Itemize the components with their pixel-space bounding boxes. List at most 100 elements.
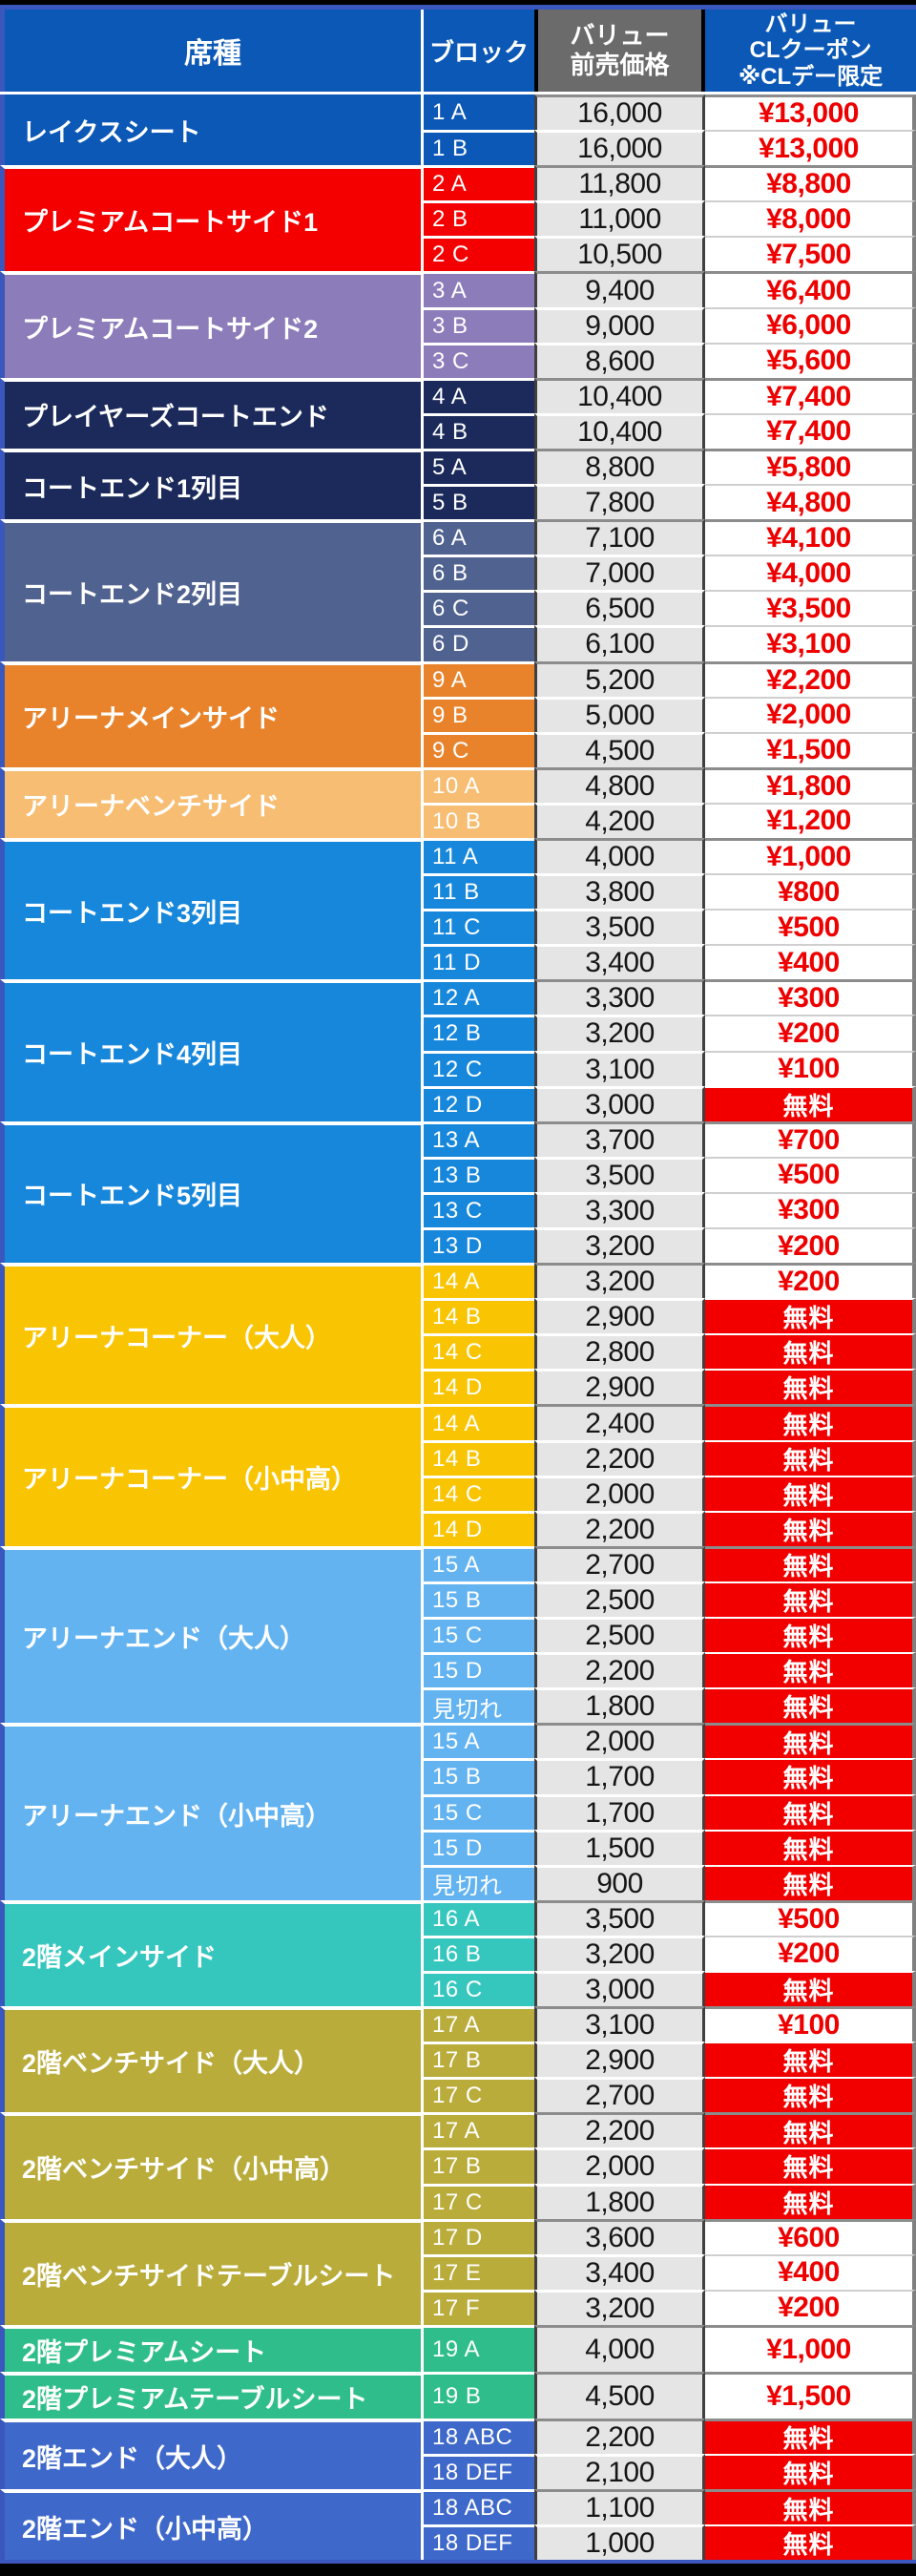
- price-row: 16 B 3,200 ¥200: [421, 1935, 916, 1971]
- price-row: 4 A 10,400 ¥7,400: [421, 377, 916, 413]
- coupon-price-cell: 無料: [705, 2489, 916, 2525]
- coupon-price-cell: ¥3,100: [705, 625, 916, 661]
- seat-type-cell: レイクスシート: [0, 94, 421, 166]
- group-rows: 5 A 8,800 ¥5,800 5 B 7,800 ¥4,800: [421, 448, 916, 520]
- block-cell: 2 B: [421, 200, 534, 237]
- seat-type-cell: 2階エンド（大人）: [0, 2418, 421, 2490]
- price-row: 3 C 8,600 ¥5,600: [421, 342, 916, 378]
- seat-type-cell: 2階ベンチサイドテーブルシート: [0, 2218, 421, 2325]
- group-rows: 18 ABC 2,200 無料 18 DEF 2,100 無料: [421, 2418, 916, 2490]
- table-body: レイクスシート 1 A 16,000 ¥13,000 1 B 16,000 ¥13,000 プ…: [0, 94, 916, 2561]
- price-row: 4 B 10,400 ¥7,400: [421, 412, 916, 449]
- advance-price-cell: 3,100: [534, 2006, 705, 2042]
- price-row: 13 A 3,700 ¥700: [421, 1120, 916, 1157]
- advance-price-cell: 2,000: [534, 1475, 705, 1511]
- seat-type-cell: アリーナエンド（小中高）: [0, 1723, 421, 1900]
- price-row: 18 DEF 2,100 無料: [421, 2454, 916, 2490]
- header-seat-type: 席種: [0, 10, 421, 92]
- coupon-price-cell: 無料: [705, 1652, 916, 1688]
- table-header-row: 席種 ブロック バリュー 前売価格 バリュー CLクーポン ※CLデー限定: [0, 10, 916, 94]
- coupon-price-cell: 無料: [705, 2524, 916, 2561]
- seat-group: コートエンド2列目 6 A 7,100 ¥4,100 6 B 7,000 ¥4,000 6 C…: [0, 519, 916, 661]
- advance-price-cell: 2,900: [534, 1369, 705, 1405]
- price-row: 12 D 3,000 無料: [421, 1085, 916, 1121]
- coupon-price-cell: ¥100: [705, 1050, 916, 1086]
- seat-type-cell: 2階エンド（小中高）: [0, 2489, 421, 2561]
- advance-price-cell: 2,900: [534, 1298, 705, 1334]
- group-rows: 17 D 3,600 ¥600 17 E 3,400 ¥400 17 F 3,200 ¥200: [421, 2218, 916, 2325]
- block-cell: 14 C: [421, 1333, 534, 1370]
- seat-type-cell: コートエンド5列目: [0, 1120, 421, 1264]
- advance-price-cell: 8,600: [534, 342, 705, 378]
- group-rows: 15 A 2,000 無料 15 B 1,700 無料 15 C 1,700 無料 15 D 1,5…: [421, 1723, 916, 1900]
- coupon-price-cell: ¥200: [705, 1935, 916, 1971]
- block-cell: 15 D: [421, 1829, 534, 1865]
- coupon-price-cell: ¥500: [705, 909, 916, 945]
- group-rows: 1 A 16,000 ¥13,000 1 B 16,000 ¥13,000: [421, 94, 916, 166]
- coupon-price-cell: ¥200: [705, 1015, 916, 1051]
- price-row: 17 E 3,400 ¥400: [421, 2253, 916, 2290]
- coupon-price-cell: ¥3,500: [705, 590, 916, 626]
- seat-type-cell: 2階ベンチサイド（大人）: [0, 2006, 421, 2113]
- advance-price-cell: 3,700: [534, 1120, 705, 1157]
- advance-price-cell: 4,800: [534, 766, 705, 803]
- block-cell: 6 B: [421, 555, 534, 591]
- price-row: 2 A 11,800 ¥8,800: [421, 165, 916, 201]
- price-row: 見切れ 1,800 無料: [421, 1687, 916, 1724]
- block-cell: 17 D: [421, 2218, 534, 2254]
- group-rows: 15 A 2,700 無料 15 B 2,500 無料 15 C 2,500 無料 15 D 2,2…: [421, 1545, 916, 1724]
- bottom-black-bar: [0, 2564, 916, 2576]
- price-row: 19 A 4,000 ¥1,000: [421, 2324, 916, 2372]
- advance-price-cell: 9,400: [534, 271, 705, 307]
- price-row: 10 B 4,200 ¥1,200: [421, 802, 916, 838]
- block-cell: 4 B: [421, 412, 534, 449]
- price-row: 17 A 3,100 ¥100: [421, 2006, 916, 2042]
- seat-group: アリーナエンド（大人） 15 A 2,700 無料 15 B 2,500 無料 15 C 2,5…: [0, 1545, 916, 1724]
- seat-type-cell: コートエンド1列目: [0, 448, 421, 520]
- price-row: 5 B 7,800 ¥4,800: [421, 484, 916, 520]
- advance-price-cell: 7,000: [534, 555, 705, 591]
- advance-price-cell: 2,900: [534, 2042, 705, 2078]
- coupon-price-cell: 無料: [705, 1545, 916, 1581]
- price-row: 11 B 3,800 ¥800: [421, 873, 916, 910]
- coupon-price-cell: 無料: [705, 1758, 916, 1794]
- coupon-price-cell: 無料: [705, 1333, 916, 1370]
- block-cell: 16 B: [421, 1935, 534, 1971]
- block-cell: 17 A: [421, 2112, 534, 2148]
- block-cell: 18 DEF: [421, 2524, 534, 2561]
- advance-price-cell: 16,000: [534, 94, 705, 131]
- block-cell: 18 ABC: [421, 2418, 534, 2454]
- group-rows: 4 A 10,400 ¥7,400 4 B 10,400 ¥7,400: [421, 377, 916, 449]
- seat-group: 2階メインサイド 16 A 3,500 ¥500 16 B 3,200 ¥200 16 C 3,…: [0, 1899, 916, 2007]
- coupon-price-cell: 無料: [705, 1723, 916, 1759]
- coupon-price-cell: 無料: [705, 1970, 916, 2007]
- price-row: 15 B 1,700 無料: [421, 1758, 916, 1794]
- advance-price-cell: 1,800: [534, 1687, 705, 1724]
- group-rows: 2 A 11,800 ¥8,800 2 B 11,000 ¥8,000 2 C 10,500 ¥…: [421, 165, 916, 272]
- seat-group: アリーナベンチサイド 10 A 4,800 ¥1,800 10 B 4,200 ¥1,200: [0, 766, 916, 838]
- block-cell: 12 D: [421, 1085, 534, 1121]
- group-rows: 3 A 9,400 ¥6,400 3 B 9,000 ¥6,000 3 C 8,600 ¥5,6…: [421, 271, 916, 378]
- price-row: 1 B 16,000 ¥13,000: [421, 130, 916, 166]
- price-row: 6 C 6,500 ¥3,500: [421, 590, 916, 626]
- coupon-price-cell: ¥7,500: [705, 236, 916, 272]
- seat-group: アリーナメインサイド 9 A 5,200 ¥2,200 9 B 5,000 ¥2,000 9 …: [0, 660, 916, 767]
- advance-price-cell: 1,800: [534, 2183, 705, 2219]
- advance-price-cell: 2,000: [534, 1723, 705, 1759]
- block-cell: 4 A: [421, 377, 534, 413]
- price-row: 12 A 3,300 ¥300: [421, 979, 916, 1016]
- top-blue-line: [0, 5, 916, 10]
- advance-price-cell: 3,200: [534, 1227, 705, 1264]
- price-row: 10 A 4,800 ¥1,800: [421, 766, 916, 803]
- block-cell: 6 D: [421, 625, 534, 661]
- advance-price-cell: 10,400: [534, 412, 705, 449]
- seat-type-cell: 2階ベンチサイド（小中高）: [0, 2112, 421, 2219]
- price-row: 19 B 4,500 ¥1,500: [421, 2371, 916, 2419]
- group-rows: 13 A 3,700 ¥700 13 B 3,500 ¥500 13 C 3,300 ¥300 1…: [421, 1120, 916, 1264]
- advance-price-cell: 2,200: [534, 1510, 705, 1546]
- advance-price-cell: 10,400: [534, 377, 705, 413]
- coupon-price-cell: ¥6,000: [705, 306, 916, 343]
- coupon-price-cell: ¥4,100: [705, 519, 916, 555]
